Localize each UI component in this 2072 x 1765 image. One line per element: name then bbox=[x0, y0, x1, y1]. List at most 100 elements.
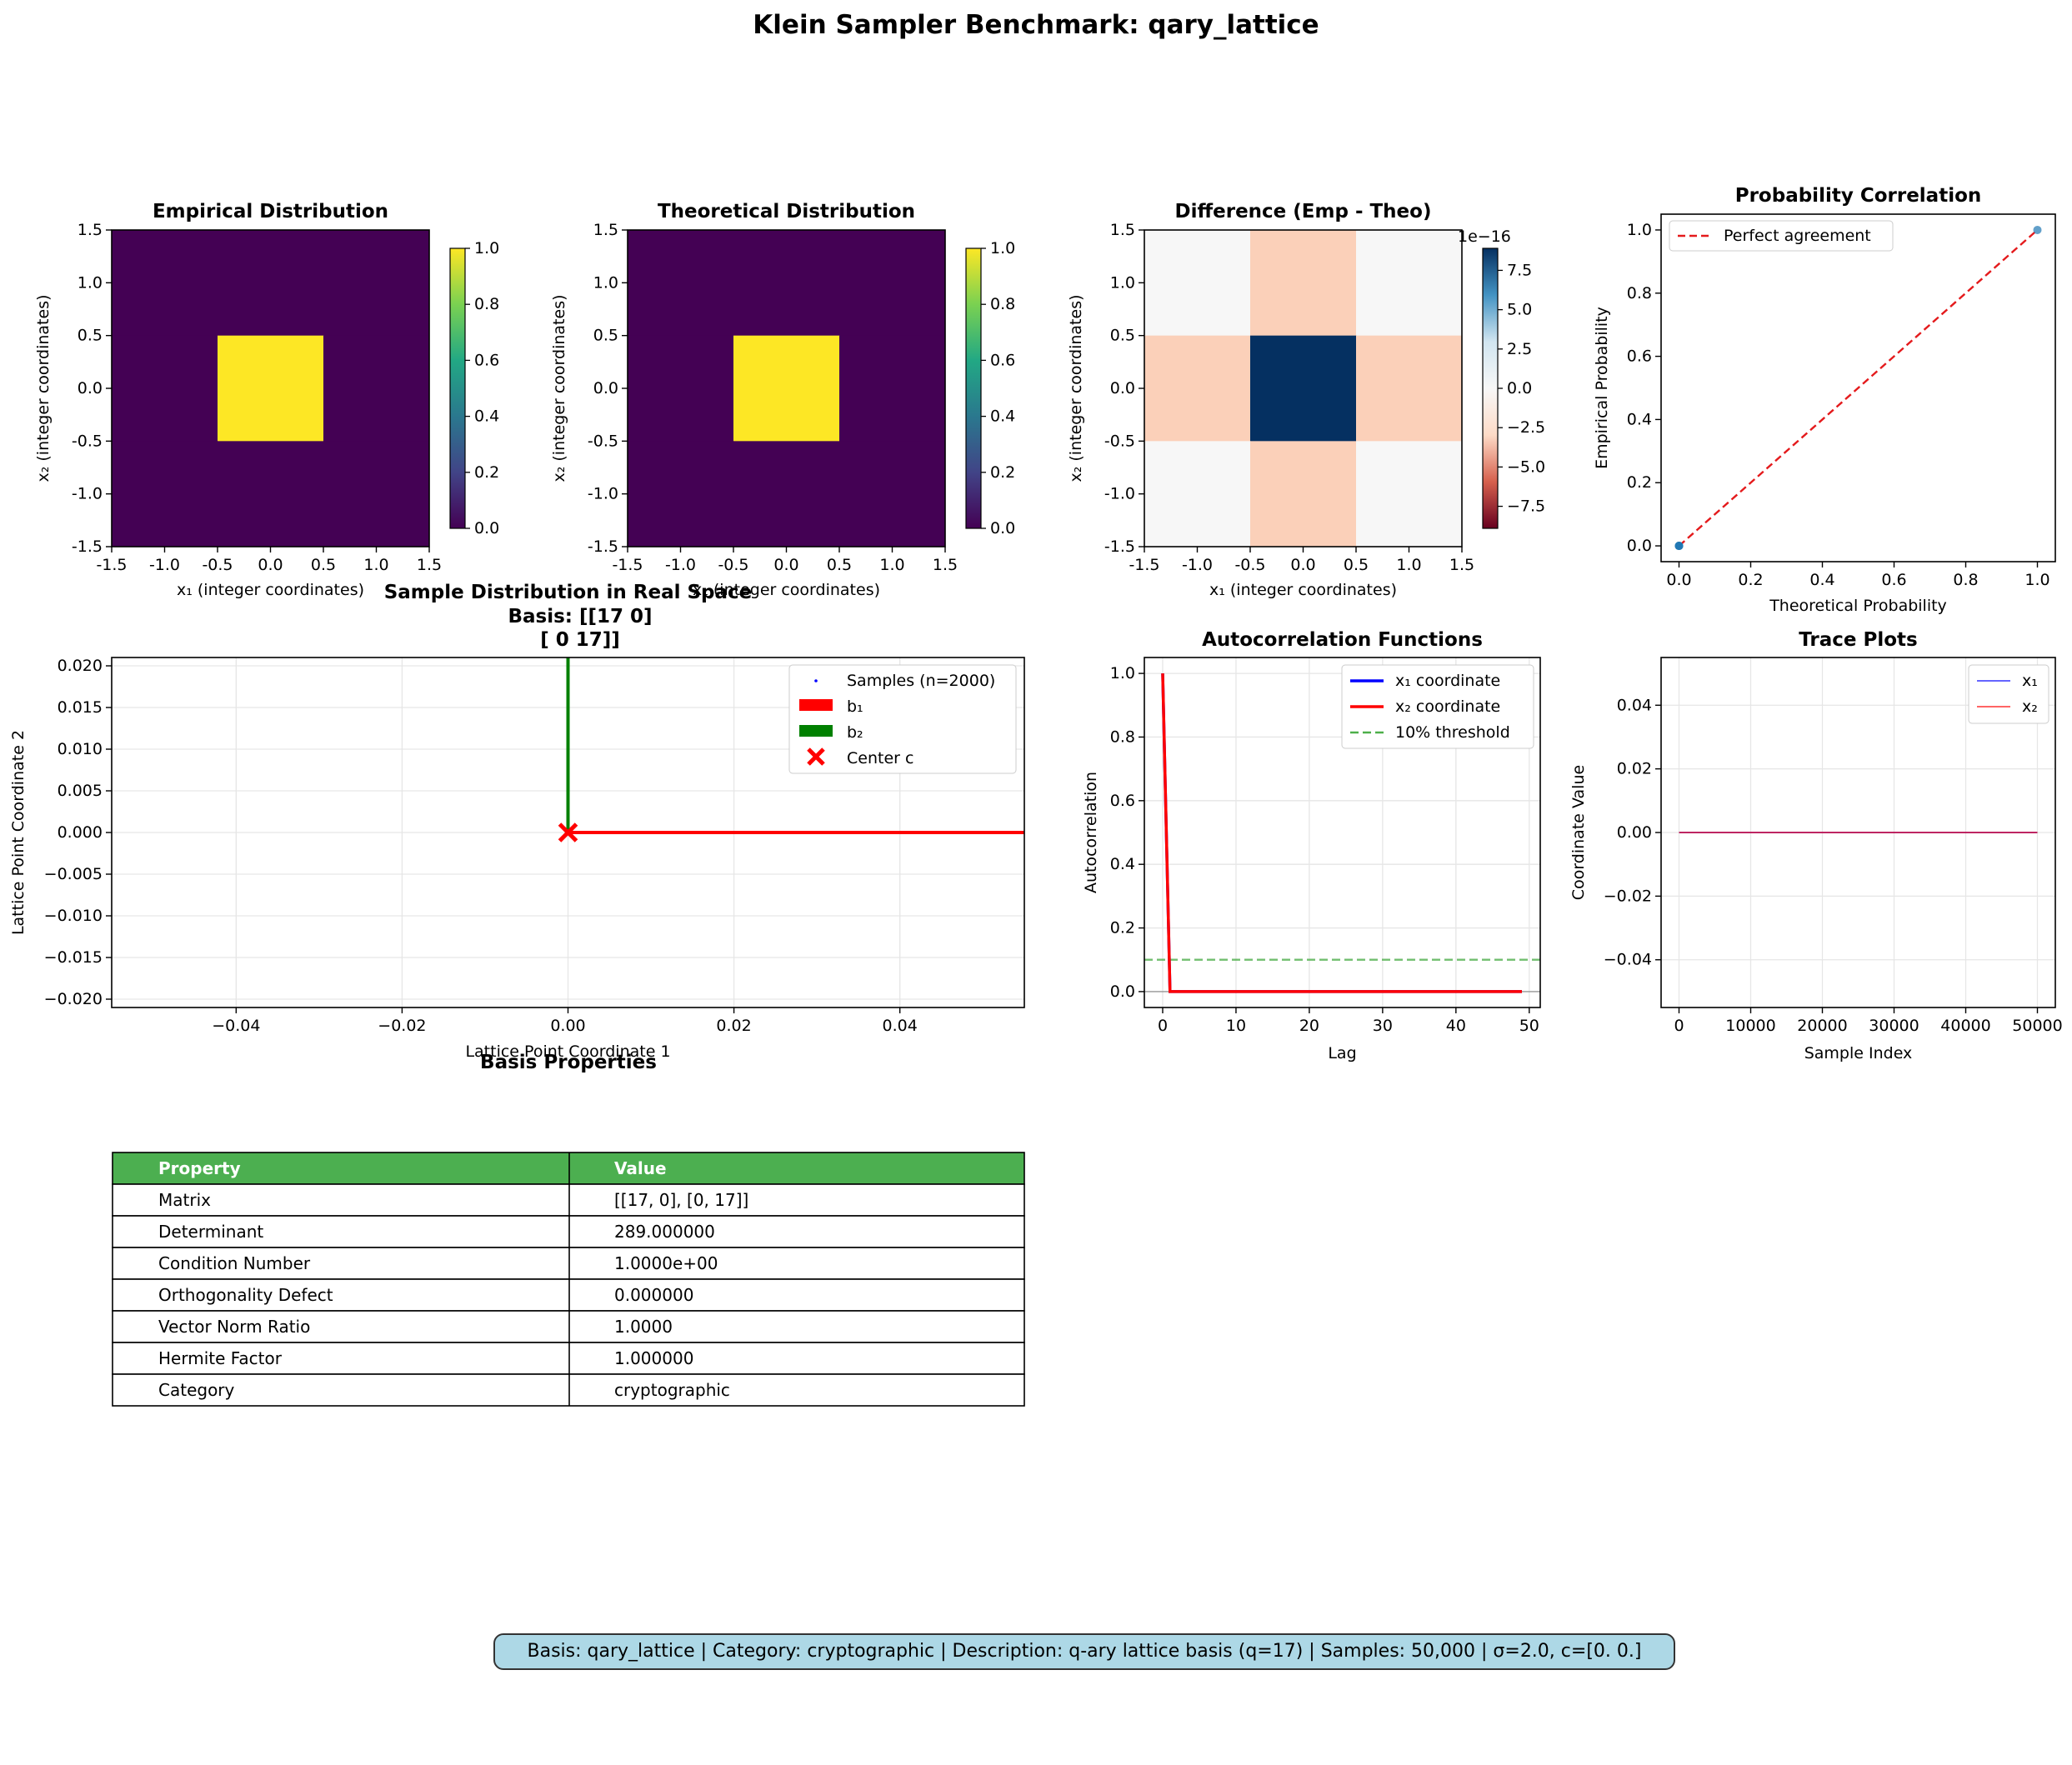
heatmap-cell bbox=[1356, 230, 1463, 337]
heatmap-cell bbox=[323, 230, 430, 337]
y-tick-label: 0.0 bbox=[78, 379, 103, 398]
x-axis-label: Theoretical Probability bbox=[1769, 597, 1947, 615]
y-tick-label: −0.015 bbox=[44, 948, 103, 967]
legend-swatch bbox=[799, 699, 833, 711]
y-tick-label: 0.02 bbox=[1617, 760, 1652, 778]
table-cell-value: 1.0000e+00 bbox=[614, 1253, 718, 1273]
x-tick-label: 1.0 bbox=[879, 556, 904, 574]
autocorr-title: Autocorrelation Functions bbox=[1202, 629, 1483, 651]
x-tick-label: 0.5 bbox=[311, 556, 336, 574]
x-axis-label: x₁ (integer coordinates) bbox=[1209, 581, 1397, 599]
x-tick-label: -0.5 bbox=[202, 556, 233, 574]
colorbar-tick-label: 0.2 bbox=[474, 463, 499, 482]
colorbar-tick-label: −7.5 bbox=[1507, 498, 1545, 516]
y-tick-label: -0.5 bbox=[1104, 432, 1135, 450]
heatmap-cell bbox=[628, 230, 734, 337]
correlation-legend bbox=[1669, 220, 1894, 252]
x-tick-label: 50 bbox=[1519, 1017, 1539, 1035]
colorbar-tick-label: 0.8 bbox=[474, 295, 499, 313]
x-tick-label: 0.0 bbox=[1290, 556, 1315, 574]
colorbar-tick-label: 0.6 bbox=[990, 351, 1015, 369]
y-tick-label: -1.0 bbox=[588, 485, 618, 503]
x-tick-label: −0.02 bbox=[378, 1017, 426, 1035]
legend-entry: Center c bbox=[847, 749, 913, 768]
y-tick-label: 0.020 bbox=[58, 657, 103, 675]
x-tick-label: -1.5 bbox=[96, 556, 127, 574]
colorbar-tick-label: 0.6 bbox=[474, 351, 499, 369]
heatmap-cell bbox=[112, 441, 218, 548]
table-cell-value: 1.0000 bbox=[614, 1317, 673, 1337]
center-marker bbox=[558, 822, 578, 842]
table-cell-property: Orthogonality Defect bbox=[158, 1285, 333, 1305]
table-row bbox=[112, 1215, 1025, 1248]
x-tick-label: 0 bbox=[1158, 1017, 1168, 1035]
x-tick-label: 1.5 bbox=[933, 556, 958, 574]
heatmap-title: Empirical Distribution bbox=[153, 201, 388, 222]
legend-entry: Samples (n=2000) bbox=[847, 672, 995, 690]
legend-entry: x₁ coordinate bbox=[1395, 672, 1500, 690]
y-tick-label: 0.5 bbox=[1110, 327, 1135, 345]
colorbar-tick-label: 0.0 bbox=[1507, 379, 1532, 398]
heatmap-cell bbox=[733, 230, 840, 337]
table-cell-property: Determinant bbox=[158, 1222, 263, 1242]
y-tick-label: 0.010 bbox=[58, 740, 103, 758]
x-axis-label: x₁ (integer coordinates) bbox=[177, 581, 364, 599]
y-tick-label: −0.020 bbox=[44, 990, 103, 1008]
y-tick-label: 0.8 bbox=[1627, 284, 1652, 302]
table-title: Basis Properties bbox=[480, 1052, 657, 1073]
table-cell-value: 1.000000 bbox=[614, 1348, 693, 1368]
y-axis-label: x₂ (integer coordinates) bbox=[34, 294, 53, 482]
x-tick-label: 0.6 bbox=[1881, 571, 1906, 589]
heatmap-cell bbox=[218, 335, 324, 442]
y-tick-label: 0.5 bbox=[593, 327, 618, 345]
legend-swatch bbox=[814, 679, 818, 682]
y-tick-label: -1.5 bbox=[72, 538, 103, 556]
x-tick-label: 50000 bbox=[2012, 1017, 2062, 1035]
heatmap-cell bbox=[323, 441, 430, 548]
y-axis-label: x₂ (integer coordinates) bbox=[550, 294, 568, 482]
y-tick-label: -1.0 bbox=[1104, 485, 1135, 503]
colorbar-tick-label: 7.5 bbox=[1507, 261, 1532, 279]
y-tick-label: −0.04 bbox=[1604, 951, 1652, 969]
x-tick-label: 0 bbox=[1674, 1017, 1684, 1035]
y-tick-label: −0.02 bbox=[1604, 887, 1652, 905]
table-row bbox=[112, 1278, 1025, 1312]
y-axis-label: x₂ (integer coordinates) bbox=[1067, 294, 1085, 482]
heatmap-cell bbox=[628, 335, 734, 442]
x-tick-label: -0.5 bbox=[718, 556, 748, 574]
heatmap-cell bbox=[1144, 335, 1251, 442]
legend-entry: 10% threshold bbox=[1395, 723, 1510, 742]
trace-legend bbox=[1968, 664, 2049, 724]
legend-entry: x₁ bbox=[2022, 672, 2038, 690]
x-tick-label: 10000 bbox=[1725, 1017, 1775, 1035]
table-header-cell: Property bbox=[158, 1158, 241, 1178]
heatmap-cell bbox=[839, 335, 946, 442]
perfect-agreement-line bbox=[1678, 229, 2039, 547]
x-tick-label: 1.5 bbox=[1449, 556, 1474, 574]
autocorr-axes bbox=[1144, 657, 1541, 1008]
y-tick-label: 0.0 bbox=[1110, 379, 1135, 398]
colorbar-tick-label: 0.0 bbox=[474, 519, 499, 538]
x-tick-label: 0.5 bbox=[1344, 556, 1369, 574]
heatmap-cell bbox=[733, 335, 840, 442]
colorbar-tick-label: 2.5 bbox=[1507, 340, 1532, 358]
y-tick-label: 0.005 bbox=[58, 782, 103, 800]
y-tick-label: 0.6 bbox=[1110, 792, 1135, 810]
y-tick-label: 1.0 bbox=[1110, 273, 1135, 292]
legend-entry: b₂ bbox=[847, 723, 863, 742]
heatmap-cell bbox=[1144, 230, 1251, 337]
table-header bbox=[112, 1152, 1025, 1185]
x-tick-label: 1.0 bbox=[1396, 556, 1421, 574]
x-tick-label: -0.5 bbox=[1234, 556, 1265, 574]
table-row bbox=[112, 1373, 1025, 1407]
x-tick-label: -1.5 bbox=[612, 556, 643, 574]
realspace-title: Sample Distribution in Real Space bbox=[384, 582, 753, 603]
x-tick-label: -1.5 bbox=[1129, 556, 1159, 574]
heatmap-cell bbox=[839, 441, 946, 548]
realspace-legend bbox=[788, 664, 1017, 774]
y-tick-label: 0.0 bbox=[1627, 537, 1652, 555]
y-tick-label: 0.000 bbox=[58, 823, 103, 842]
colorbar bbox=[1482, 248, 1499, 529]
table-cell-property: Category bbox=[158, 1380, 235, 1400]
table-cell-property: Vector Norm Ratio bbox=[158, 1317, 310, 1337]
